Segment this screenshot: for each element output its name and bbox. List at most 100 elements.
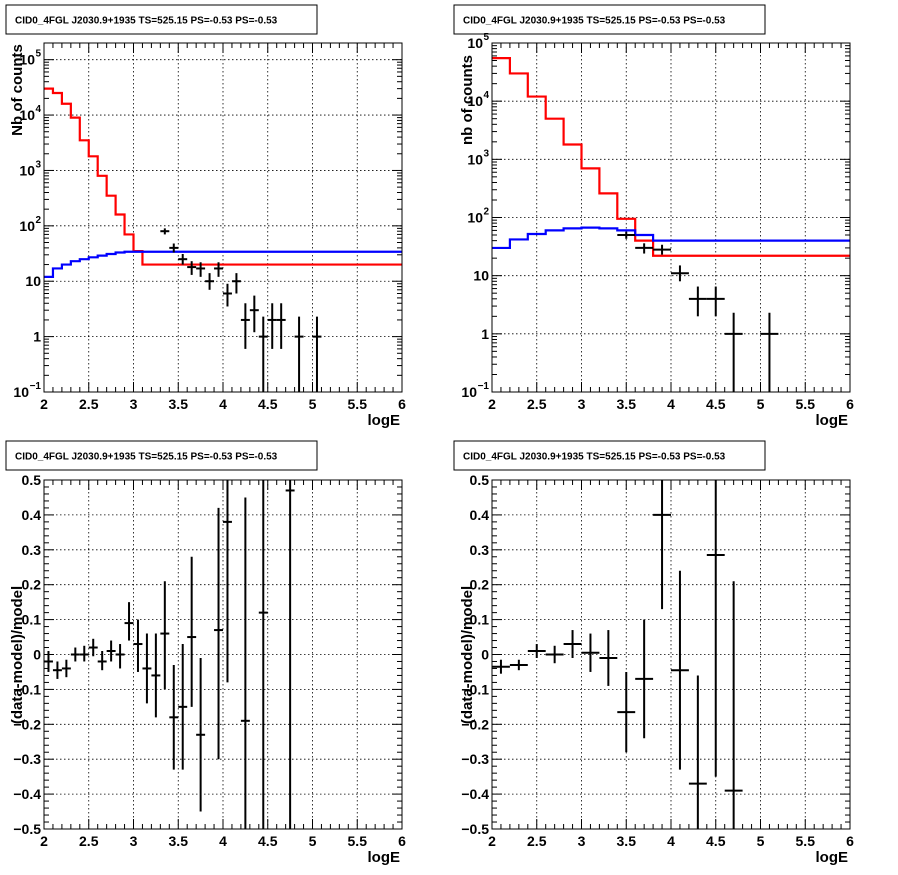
data-point: [187, 261, 197, 275]
x-tick-label: 3.5: [617, 833, 637, 849]
data-point: [760, 312, 779, 392]
x-tick-label: 4: [667, 396, 675, 412]
y-tick-label: 10: [19, 107, 35, 123]
y-axis-label: Nb of counts: [9, 44, 26, 136]
x-axis-label: logE: [816, 412, 849, 429]
y-tick-exponent: 4: [483, 90, 489, 101]
y-tick-label: 10: [467, 93, 483, 109]
y-tick-label: 0.4: [22, 507, 42, 523]
y-tick-label: 10: [25, 273, 41, 289]
data-point: [635, 619, 654, 739]
data-point: [724, 312, 743, 392]
x-tick-label: 4: [219, 396, 227, 412]
chart-title: CID0_4FGL J2030.9+1935 TS=525.15 PS=-0.5…: [463, 452, 726, 463]
y-tick-label: 10: [467, 151, 483, 167]
data-point: [688, 286, 707, 317]
data-point: [178, 644, 188, 770]
data-point: [635, 243, 654, 254]
x-tick-label: 2.5: [527, 833, 547, 849]
x-tick-label: 2.5: [79, 396, 99, 412]
x-tick-label: 5.5: [348, 833, 368, 849]
x-tick-label: 5: [757, 833, 765, 849]
data-point: [258, 316, 268, 392]
chart-bottom-left: CID0_4FGL J2030.9+1935 TS=525.15 PS=-0.5…: [5, 440, 406, 866]
data-points: [44, 480, 295, 829]
x-tick-label: 6: [398, 396, 406, 412]
data-point: [671, 265, 689, 282]
y-tick-exponent: 3: [35, 159, 41, 170]
y-tick-label: 0.1: [22, 612, 42, 628]
y-tick-label: 10: [461, 384, 477, 400]
title-box: [453, 440, 766, 471]
y-tick-exponent: 5: [35, 49, 41, 60]
chart-bottom-right: CID0_4FGL J2030.9+1935 TS=525.15 PS=-0.5…: [453, 440, 854, 866]
data-point: [70, 647, 80, 662]
y-tick-label: 0.2: [22, 577, 42, 593]
data-point: [115, 644, 125, 669]
data-point: [653, 244, 671, 255]
plot-area: [44, 480, 402, 829]
data-point: [142, 633, 152, 704]
data-point: [285, 480, 295, 829]
chart-top-right: CID0_4FGL J2030.9+1935 TS=525.15 PS=-0.5…: [453, 4, 854, 429]
x-tick-label: 2: [488, 833, 496, 849]
data-points: [492, 480, 743, 829]
x-tick-label: 5: [309, 396, 317, 412]
x-axis-label: logE: [368, 849, 401, 866]
data-point: [160, 581, 170, 690]
y-tick-label: −0.2: [13, 716, 41, 732]
data-point: [214, 507, 223, 760]
y-tick-exponent: 2: [483, 207, 489, 218]
y-tick-label: 10: [473, 268, 489, 284]
plot-frame: [491, 479, 851, 830]
data-point: [178, 254, 188, 265]
data-point: [688, 675, 707, 829]
data-point: [169, 664, 179, 770]
plot-frame: [43, 42, 403, 393]
y-tick-label: 10: [467, 35, 483, 51]
data-point: [223, 480, 232, 683]
x-tick-label: 5.5: [796, 396, 816, 412]
x-tick-label: 4.5: [258, 396, 278, 412]
x-axis-label: logE: [368, 412, 401, 429]
x-tick-label: 3: [130, 833, 138, 849]
plot-area: [492, 43, 850, 392]
y-tick-exponent: 3: [483, 148, 489, 159]
x-tick-label: 4: [667, 833, 675, 849]
data-point: [52, 661, 62, 679]
x-tick-label: 2: [488, 396, 496, 412]
data-point: [214, 262, 223, 277]
y-tick-label: −0.1: [13, 681, 41, 697]
chart-title: CID0_4FGL J2030.9+1935 TS=525.15 PS=-0.5…: [15, 16, 278, 27]
data-point: [312, 316, 322, 392]
x-tick-label: 5.5: [796, 833, 816, 849]
plot-frame: [491, 42, 851, 393]
y-tick-label: 0.5: [22, 472, 42, 488]
y-tick-label: 10: [19, 162, 35, 178]
data-point: [653, 480, 671, 610]
chart-title: CID0_4FGL J2030.9+1935 TS=525.15 PS=-0.5…: [463, 16, 726, 27]
data-point: [706, 480, 725, 777]
x-tick-label: 4.5: [706, 396, 726, 412]
data-point: [509, 659, 528, 671]
title-box: [5, 440, 318, 471]
data-point: [88, 638, 98, 657]
y-tick-label: 10: [13, 384, 29, 400]
y-tick-label: 1: [481, 326, 489, 342]
x-tick-label: 5: [757, 396, 765, 412]
y-tick-label: −0.4: [13, 786, 41, 802]
data-point: [61, 659, 71, 678]
data-points: [160, 228, 322, 392]
data-point: [223, 283, 232, 307]
data-point: [563, 630, 582, 658]
x-tick-label: 3.5: [169, 396, 189, 412]
data-point: [599, 630, 618, 686]
y-tick-label: −0.2: [461, 716, 489, 732]
x-tick-label: 3: [578, 396, 586, 412]
data-point: [169, 243, 179, 253]
data-points: [617, 231, 779, 392]
chart-top-left: CID0_4FGL J2030.9+1935 TS=525.15 PS=-0.5…: [5, 4, 406, 429]
data-point: [671, 570, 689, 770]
data-point: [706, 286, 725, 317]
